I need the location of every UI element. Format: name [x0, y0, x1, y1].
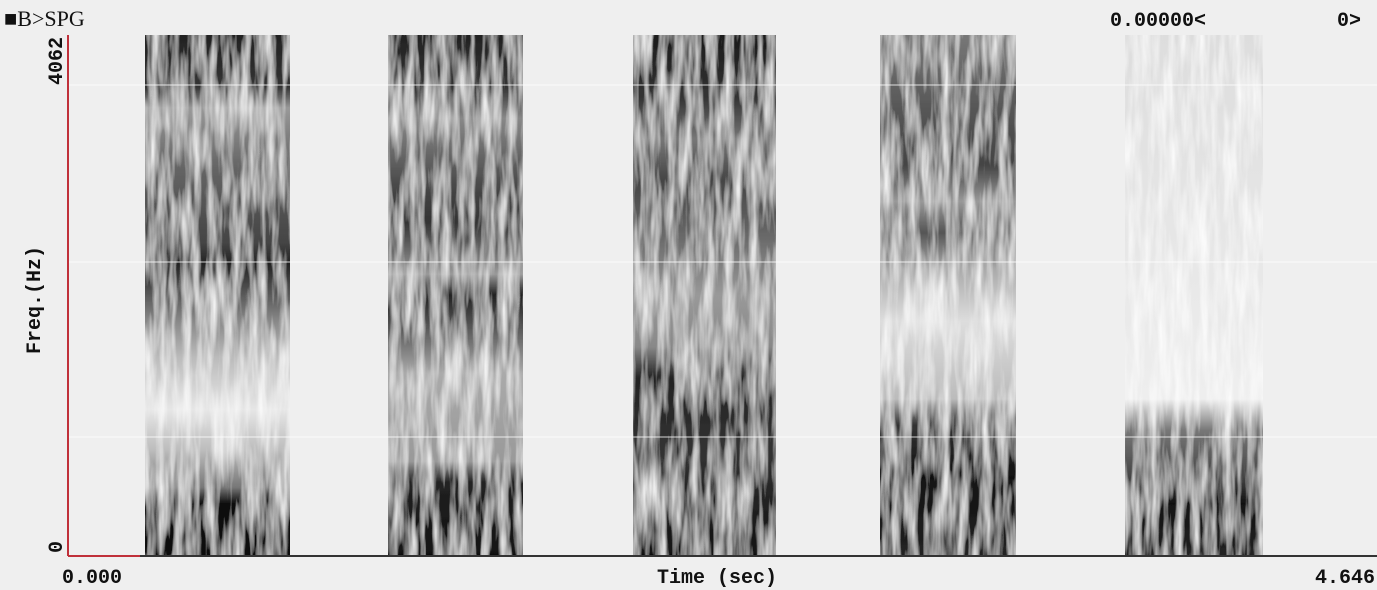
- y-axis-bottom: 0: [46, 541, 69, 553]
- y-axis-top: 4062: [46, 37, 69, 85]
- speech-segment: [633, 35, 776, 555]
- speech-segment: [880, 35, 1016, 555]
- spectrogram-window: ■B>SPG 0.00000< 0> Freq.(Hz) 4062 0 0.00…: [0, 0, 1377, 590]
- cursor-time: 0.00000<: [1110, 10, 1206, 33]
- x-axis-end: 4.646: [1315, 567, 1375, 590]
- cursor-value: 0>: [1337, 10, 1361, 33]
- x-axis-label: Time (sec): [657, 567, 777, 590]
- y-axis-label: Freq.(Hz): [24, 246, 47, 354]
- speech-segment: [388, 35, 523, 555]
- view-title: ■B>SPG: [4, 6, 85, 31]
- page: ■B>SPG 0.00000< 0> Freq.(Hz) 4062 0 0.00…: [0, 0, 1377, 590]
- speech-segment: [1125, 35, 1263, 555]
- x-axis-start: 0.000: [62, 567, 122, 590]
- speech-segment: [145, 35, 290, 555]
